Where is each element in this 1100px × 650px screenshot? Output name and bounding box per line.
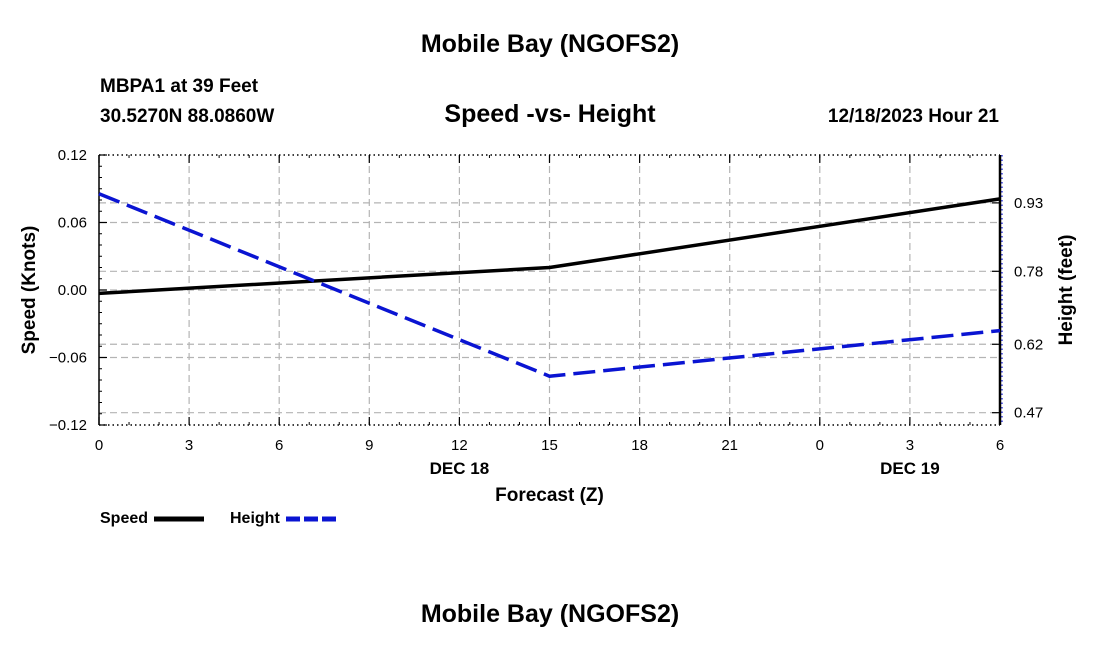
x-tick-label: 15 bbox=[541, 437, 558, 454]
legend-speed: Speed bbox=[100, 510, 206, 528]
legend-speed-swatch bbox=[154, 516, 205, 522]
legend-height: Height bbox=[230, 510, 338, 528]
x-tick-label: 6 bbox=[275, 437, 283, 454]
x-tick-label: 0 bbox=[816, 437, 824, 454]
x-tick-label: 21 bbox=[721, 437, 738, 454]
y2-tick-label: 0.78 bbox=[1014, 263, 1043, 280]
x-axis-label: Forecast (Z) bbox=[495, 485, 604, 506]
speed-series-line bbox=[98, 197, 1001, 296]
y-tick-label: −0.12 bbox=[49, 417, 87, 434]
height-series-line bbox=[98, 192, 1001, 378]
x-tick-label: 9 bbox=[365, 437, 373, 454]
x-tick-label: 0 bbox=[95, 437, 103, 454]
legend-speed-label: Speed bbox=[100, 510, 149, 527]
y-axis-label: Speed (Knots) bbox=[19, 226, 40, 355]
station-label: MBPA1 at 39 Feet bbox=[100, 76, 259, 97]
y2-axis-label: Height (feet) bbox=[1056, 235, 1077, 346]
x-tick-label: 12 bbox=[451, 437, 468, 454]
y-tick-label: 0.12 bbox=[58, 147, 87, 164]
y2-tick-label: 0.62 bbox=[1014, 336, 1043, 353]
y-tick-label: −0.06 bbox=[49, 350, 87, 367]
date-label: DEC 19 bbox=[880, 459, 940, 478]
x-tick-label: 3 bbox=[185, 437, 193, 454]
x-tick-label: 6 bbox=[996, 437, 1004, 454]
forecast-datetime: 12/18/2023 Hour 21 bbox=[827, 106, 999, 127]
y2-tick-label: 0.47 bbox=[1014, 405, 1043, 422]
date-label: DEC 18 bbox=[430, 459, 490, 478]
legend-height-swatch bbox=[286, 516, 337, 522]
y-tick-label: 0.06 bbox=[58, 215, 87, 232]
page-title: Mobile Bay (NGOFS2) bbox=[420, 30, 680, 58]
x-tick-label: 3 bbox=[906, 437, 914, 454]
x-tick-label: 18 bbox=[631, 437, 648, 454]
y-tick-label: 0.00 bbox=[58, 282, 87, 299]
chart-title: Speed -vs- Height bbox=[444, 100, 656, 128]
y2-tick-label: 0.93 bbox=[1014, 195, 1043, 212]
footer-title: Mobile Bay (NGOFS2) bbox=[420, 600, 680, 628]
legend-height-label: Height bbox=[230, 510, 280, 527]
station-coordinates: 30.5270N 88.0860W bbox=[100, 106, 275, 127]
